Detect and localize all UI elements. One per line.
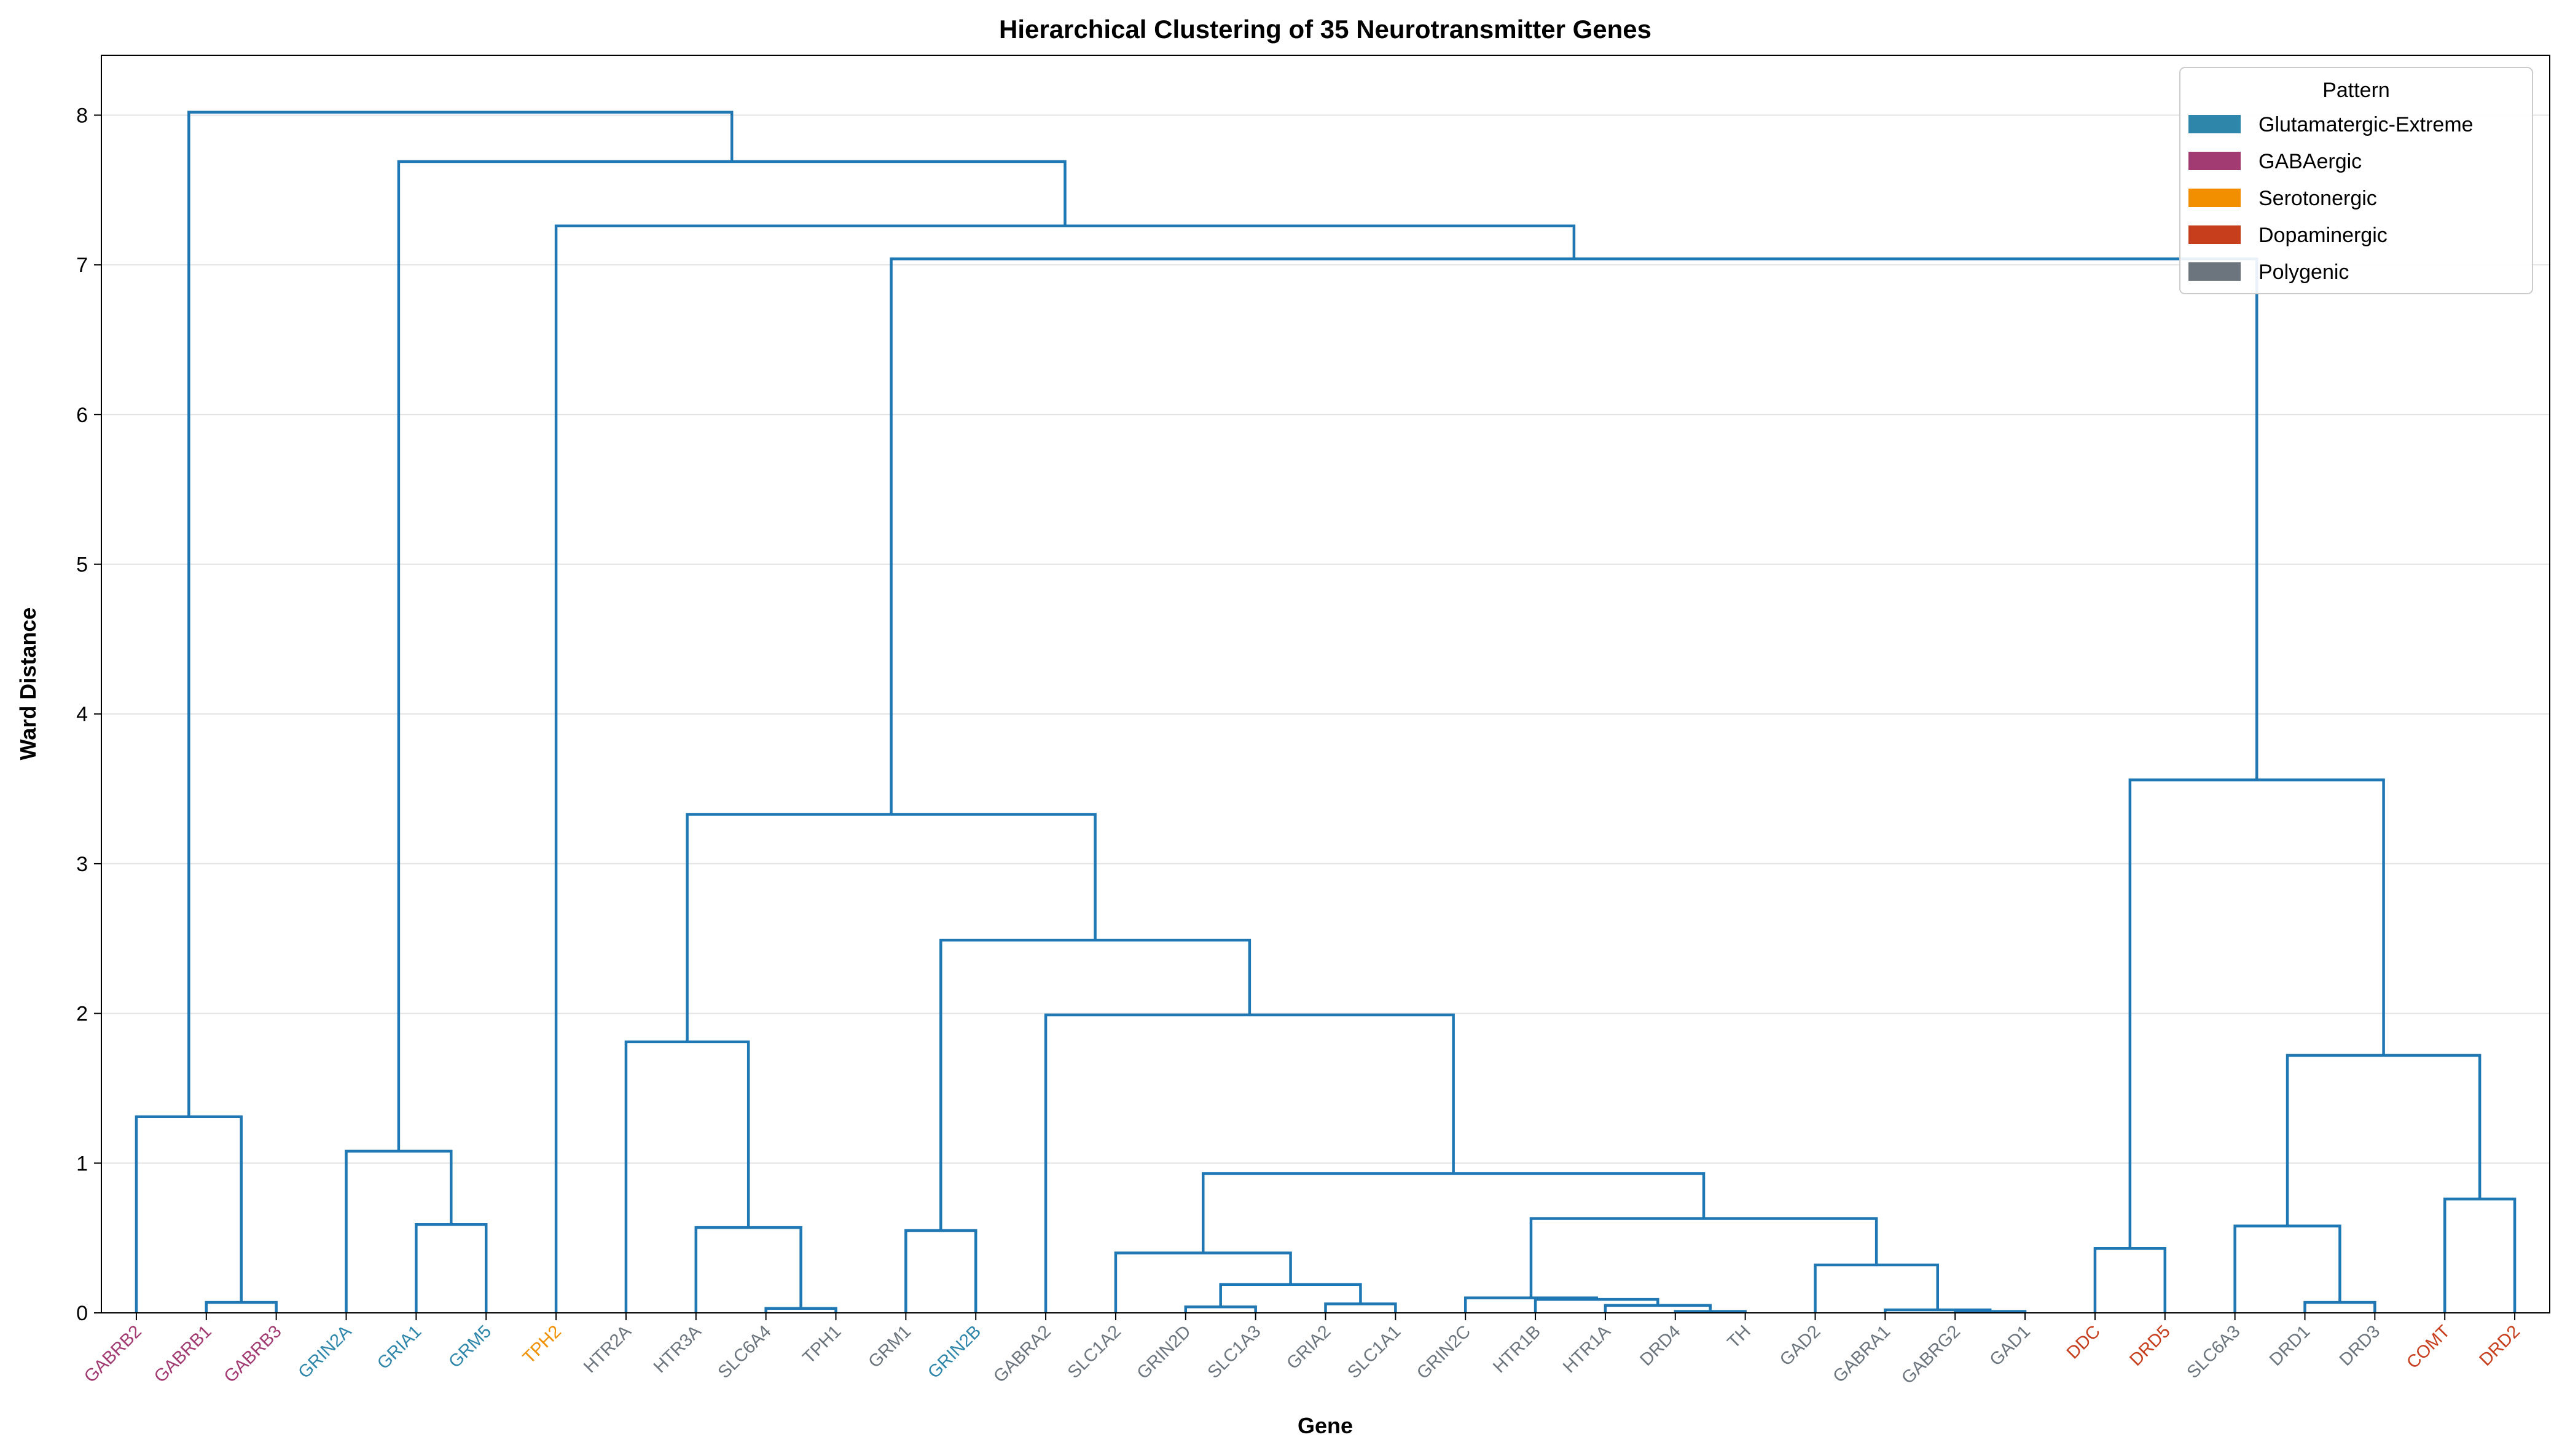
legend-label: Dopaminergic xyxy=(2258,224,2388,247)
legend-box xyxy=(2179,67,2533,294)
legend-title: Pattern xyxy=(2322,79,2390,102)
dendrogram-link xyxy=(1814,1263,1939,1313)
dendrogram-link xyxy=(1534,1297,1659,1313)
dendrogram-link xyxy=(2233,1224,2341,1313)
y-tick-label: 3 xyxy=(76,853,88,876)
y-tick-label: 1 xyxy=(76,1152,88,1175)
y-axis-label: Ward Distance xyxy=(15,608,41,761)
x-axis-label: Gene xyxy=(1298,1413,1353,1438)
y-tick-label: 2 xyxy=(76,1003,88,1026)
legend-swatch xyxy=(2188,225,2241,244)
legend: Pattern Glutamatergic-Extreme GABAergic Se… xyxy=(2179,67,2533,294)
y-axis-ticks: 0 1 2 3 4 5 6 7 8 xyxy=(76,104,101,1325)
legend-label: GABAergic xyxy=(2258,150,2362,173)
gridlines xyxy=(101,114,2550,1313)
dendrogram-links xyxy=(135,111,2517,1313)
legend-swatch xyxy=(2188,152,2241,170)
legend-label: Serotonergic xyxy=(2258,187,2377,210)
dendrogram-link xyxy=(135,1115,243,1313)
dendrogram-link xyxy=(1044,1013,1455,1313)
y-tick-label: 8 xyxy=(76,104,88,127)
dendrogram-link xyxy=(2443,1197,2517,1313)
legend-label: Polygenic xyxy=(2258,260,2349,284)
legend-label: Glutamatergic-Extreme xyxy=(2258,113,2474,136)
legend-swatch xyxy=(2188,115,2241,133)
y-tick-label: 5 xyxy=(76,554,88,577)
dendrogram-link xyxy=(694,1226,802,1313)
dendrogram-link xyxy=(1604,1304,1712,1313)
y-tick-label: 0 xyxy=(76,1302,88,1325)
chart-title: Hierarchical Clustering of 35 Neurotrans… xyxy=(999,15,1651,44)
y-tick-label: 4 xyxy=(76,703,88,726)
y-tick-label: 7 xyxy=(76,254,88,277)
dendrogram-link xyxy=(1219,1283,1362,1307)
dendrogram-link xyxy=(187,111,734,1117)
dendrogram-link xyxy=(1202,1172,1706,1253)
legend-entries: Glutamatergic-Extreme GABAergic Serotonerg… xyxy=(2188,113,2474,284)
y-tick-label: 6 xyxy=(76,404,88,427)
dendrogram-link xyxy=(764,1307,837,1313)
dendrogram-link xyxy=(1324,1302,1397,1313)
dendrogram-link xyxy=(1884,1308,1992,1313)
legend-swatch xyxy=(2188,262,2241,281)
legend-swatch xyxy=(2188,189,2241,207)
